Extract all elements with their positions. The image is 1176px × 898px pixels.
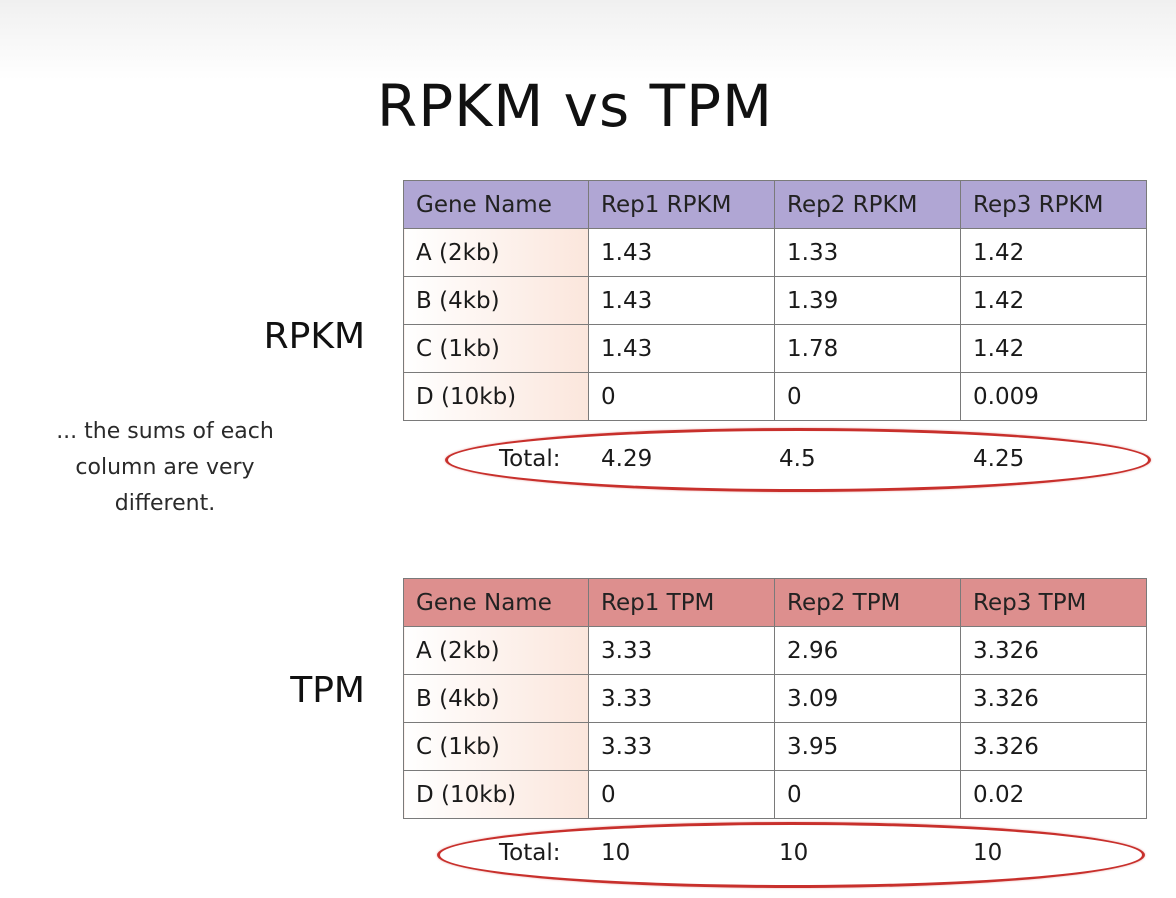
value-cell: 0.02 <box>960 770 1147 819</box>
value-cell: 3.33 <box>588 674 775 723</box>
header-cell: Gene Name <box>403 578 589 627</box>
header-cell: Rep2 TPM <box>774 578 961 627</box>
tpm-totals-highlight-ellipse <box>437 822 1145 888</box>
table-header-row: Gene Name Rep1 RPKM Rep2 RPKM Rep3 RPKM <box>403 180 1147 229</box>
gene-name-cell: C (1kb) <box>403 722 589 771</box>
table-row: A (2kb) 3.33 2.96 3.326 <box>403 626 1147 675</box>
value-cell: 3.33 <box>588 722 775 771</box>
gene-name-cell: B (4kb) <box>403 674 589 723</box>
value-cell: 1.39 <box>774 276 961 325</box>
value-cell: 1.42 <box>960 228 1147 277</box>
rpkm-table: Gene Name Rep1 RPKM Rep2 RPKM Rep3 RPKM … <box>403 180 1147 421</box>
value-cell: 1.33 <box>774 228 961 277</box>
value-cell: 3.09 <box>774 674 961 723</box>
value-cell: 0 <box>774 372 961 421</box>
table-row: B (4kb) 1.43 1.39 1.42 <box>403 276 1147 325</box>
value-cell: 2.96 <box>774 626 961 675</box>
value-cell: 1.42 <box>960 324 1147 373</box>
rpkm-section-label: RPKM <box>263 316 365 357</box>
value-cell: 1.42 <box>960 276 1147 325</box>
value-cell: 3.326 <box>960 674 1147 723</box>
table-row: C (1kb) 3.33 3.95 3.326 <box>403 722 1147 771</box>
note-text: ... the sums of each column are very dif… <box>56 419 274 516</box>
table-row: D (10kb) 0 0 0.02 <box>403 770 1147 819</box>
slide-title: RPKM vs TPM <box>376 72 774 140</box>
header-cell: Rep2 RPKM <box>774 180 961 229</box>
header-cell: Rep3 RPKM <box>960 180 1147 229</box>
table-row: B (4kb) 3.33 3.09 3.326 <box>403 674 1147 723</box>
gene-name-cell: D (10kb) <box>403 770 589 819</box>
value-cell: 1.43 <box>588 228 775 277</box>
header-cell: Rep1 RPKM <box>588 180 775 229</box>
rpkm-totals-highlight-ellipse <box>445 428 1151 492</box>
table-row: C (1kb) 1.43 1.78 1.42 <box>403 324 1147 373</box>
value-cell: 1.78 <box>774 324 961 373</box>
value-cell: 0.009 <box>960 372 1147 421</box>
value-cell: 3.33 <box>588 626 775 675</box>
header-cell: Rep1 TPM <box>588 578 775 627</box>
value-cell: 0 <box>774 770 961 819</box>
gene-name-cell: C (1kb) <box>403 324 589 373</box>
table-row: D (10kb) 0 0 0.009 <box>403 372 1147 421</box>
table-header-row: Gene Name Rep1 TPM Rep2 TPM Rep3 TPM <box>403 578 1147 627</box>
value-cell: 3.326 <box>960 626 1147 675</box>
gene-name-cell: A (2kb) <box>403 626 589 675</box>
header-cell: Rep3 TPM <box>960 578 1147 627</box>
value-cell: 1.43 <box>588 276 775 325</box>
value-cell: 1.43 <box>588 324 775 373</box>
tpm-section-label: TPM <box>290 670 365 711</box>
value-cell: 0 <box>588 770 775 819</box>
value-cell: 3.95 <box>774 722 961 771</box>
header-cell: Gene Name <box>403 180 589 229</box>
gene-name-cell: D (10kb) <box>403 372 589 421</box>
tpm-table: Gene Name Rep1 TPM Rep2 TPM Rep3 TPM A (… <box>403 578 1147 819</box>
table-row: A (2kb) 1.43 1.33 1.42 <box>403 228 1147 277</box>
gene-name-cell: A (2kb) <box>403 228 589 277</box>
gene-name-cell: B (4kb) <box>403 276 589 325</box>
value-cell: 0 <box>588 372 775 421</box>
value-cell: 3.326 <box>960 722 1147 771</box>
